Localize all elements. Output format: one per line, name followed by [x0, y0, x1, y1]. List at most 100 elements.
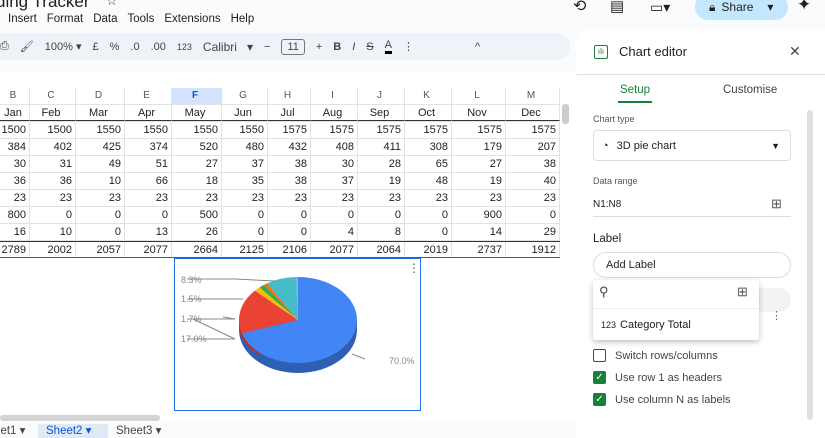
- document-title[interactable]: ding Tracker: [0, 0, 90, 11]
- cell[interactable]: 411: [358, 139, 405, 155]
- cell[interactable]: 30: [311, 156, 358, 172]
- data-range-input[interactable]: N1:N8: [593, 199, 622, 210]
- gemini-icon[interactable]: ✦: [797, 0, 812, 14]
- cell[interactable]: 2064: [358, 242, 405, 257]
- share-button[interactable]: 🔒︎ Share ▾: [695, 0, 788, 20]
- cell[interactable]: 35: [222, 173, 268, 189]
- chevron-down-icon[interactable]: ▾: [767, 0, 774, 14]
- pie-slice-2[interactable]: [254, 287, 298, 320]
- pie-slice-6[interactable]: [296, 277, 298, 320]
- strikethrough-button[interactable]: S: [366, 40, 374, 53]
- cell[interactable]: 800: [0, 207, 30, 223]
- cell[interactable]: K: [405, 88, 452, 104]
- tab-customise[interactable]: Customise: [723, 84, 778, 96]
- pie-slice-3[interactable]: [259, 284, 298, 320]
- cell[interactable]: 0: [268, 207, 311, 223]
- pie-slice-0[interactable]: [241, 277, 357, 363]
- cell[interactable]: 40: [506, 173, 560, 189]
- cell[interactable]: 23: [125, 190, 172, 206]
- menu-tools[interactable]: Tools: [127, 13, 155, 25]
- collapse-toolbar-icon[interactable]: ^: [474, 40, 481, 53]
- cell[interactable]: 23: [0, 190, 30, 206]
- cell[interactable]: 8: [358, 224, 405, 240]
- cell[interactable]: 1912: [506, 242, 560, 257]
- cell[interactable]: F: [172, 88, 222, 104]
- italic-button[interactable]: I: [352, 40, 356, 53]
- pie-slice-5[interactable]: [267, 277, 298, 320]
- cell[interactable]: 0: [268, 224, 311, 240]
- pie-slice-4[interactable]: [263, 283, 298, 320]
- cell[interactable]: 2125: [222, 242, 268, 257]
- print-icon[interactable]: ⎙: [0, 40, 9, 52]
- horizontal-scrollbar[interactable]: [0, 415, 160, 421]
- cell[interactable]: 23: [358, 190, 405, 206]
- cell[interactable]: 0: [358, 207, 405, 223]
- cell[interactable]: 36: [30, 173, 76, 189]
- increase-decimal-button[interactable]: .00: [150, 40, 166, 53]
- cell[interactable]: 51: [125, 156, 172, 172]
- cell[interactable]: Mar: [76, 105, 125, 121]
- cell[interactable]: 207: [506, 139, 560, 155]
- cell[interactable]: 37: [311, 173, 358, 189]
- decrease-font-button[interactable]: −: [263, 40, 271, 53]
- cell[interactable]: 1575: [268, 122, 311, 138]
- cell[interactable]: 1500: [30, 122, 76, 138]
- cell[interactable]: 432: [268, 139, 311, 155]
- cell[interactable]: 49: [76, 156, 125, 172]
- more-options-icon[interactable]: ⋮: [771, 310, 782, 322]
- menu-extensions[interactable]: Extensions: [164, 13, 221, 25]
- cell[interactable]: 0: [405, 224, 452, 240]
- cell[interactable]: 2057: [76, 242, 125, 257]
- cell[interactable]: 1550: [222, 122, 268, 138]
- cell[interactable]: 27: [172, 156, 222, 172]
- comments-icon[interactable]: ▤: [610, 0, 625, 15]
- cell[interactable]: Nov: [452, 105, 506, 121]
- cell[interactable]: 14: [452, 224, 506, 240]
- pie-chart[interactable]: 8.3% 1.5% 1.7% 17.0% 70.0% ⋮: [174, 258, 421, 411]
- cell[interactable]: 1575: [358, 122, 405, 138]
- paint-format-icon[interactable]: 🖌︎: [19, 41, 34, 53]
- cell[interactable]: 2106: [268, 242, 311, 257]
- cell[interactable]: 0: [311, 207, 358, 223]
- cell[interactable]: 19: [358, 173, 405, 189]
- cell[interactable]: D: [76, 88, 125, 104]
- cell[interactable]: 0: [76, 207, 125, 223]
- cell[interactable]: 425: [76, 139, 125, 155]
- cell[interactable]: H: [268, 88, 311, 104]
- dropdown-item-category-total[interactable]: 123 Category Total: [601, 319, 691, 331]
- cell[interactable]: 23: [222, 190, 268, 206]
- cell[interactable]: 308: [405, 139, 452, 155]
- cell[interactable]: 23: [76, 190, 125, 206]
- bold-button[interactable]: B: [333, 40, 342, 53]
- checkbox-use-column-n-labels[interactable]: ✓ Use column N as labels: [593, 393, 731, 406]
- cell[interactable]: 1575: [311, 122, 358, 138]
- cell[interactable]: 0: [405, 207, 452, 223]
- percent-button[interactable]: %: [109, 40, 120, 53]
- cell[interactable]: 19: [452, 173, 506, 189]
- cell[interactable]: 31: [30, 156, 76, 172]
- cell[interactable]: 384: [0, 139, 30, 155]
- cell[interactable]: 27: [452, 156, 506, 172]
- cell[interactable]: 28: [358, 156, 405, 172]
- cell[interactable]: Sep: [358, 105, 405, 121]
- menu-format[interactable]: Format: [46, 13, 84, 25]
- more-icon[interactable]: ⋮: [402, 41, 414, 53]
- checkbox-use-row-1-headers[interactable]: ✓ Use row 1 as headers: [593, 371, 722, 384]
- cell[interactable]: 48: [405, 173, 452, 189]
- menu-insert[interactable]: Insert: [8, 13, 37, 25]
- cell[interactable]: I: [311, 88, 358, 104]
- cell[interactable]: 402: [30, 139, 76, 155]
- cell[interactable]: 1575: [405, 122, 452, 138]
- cell[interactable]: 38: [506, 156, 560, 172]
- sheet-tab-1[interactable]: Sheet1 ▾: [0, 425, 26, 437]
- cell[interactable]: 16: [0, 224, 30, 240]
- cell[interactable]: E: [125, 88, 172, 104]
- cell[interactable]: 10: [30, 224, 76, 240]
- cell[interactable]: 1550: [172, 122, 222, 138]
- cell[interactable]: 2002: [30, 242, 76, 257]
- panel-scrollbar[interactable]: [807, 110, 813, 420]
- cell[interactable]: 30: [0, 156, 30, 172]
- cell[interactable]: M: [506, 88, 560, 104]
- cell[interactable]: 23: [30, 190, 76, 206]
- cell[interactable]: B: [0, 88, 30, 104]
